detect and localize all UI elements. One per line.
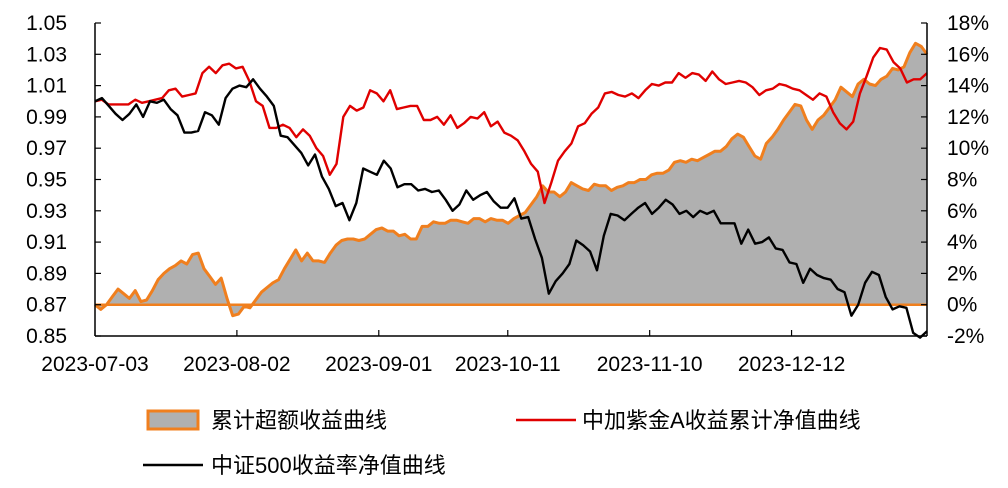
y-left-tick-label: 0.99 [26,106,67,129]
series-index-line [94,78,928,339]
series-excess-return-outline [94,41,929,318]
y-right-tick-label: 14% [947,75,989,98]
legend: 累计超额收益曲线 中加紫金A收益累计净值曲线 中证500收益率净值曲线 [143,408,861,478]
y-right-tick-label: 12% [947,106,989,129]
y-left-tick-label: 0.89 [26,262,67,285]
x-tick-label: 2023-09-01 [325,353,432,376]
y-right-tick-label: 2% [947,262,977,285]
y-right-tick-label: 0% [947,294,977,317]
y-left-tick-label: 1.01 [26,75,67,98]
y-left-tick-label: 0.85 [26,325,67,348]
legend-item-index: 中证500收益率净值曲线 [143,453,446,478]
legend-item-fund: 中加紫金A收益累计净值曲线 [516,408,861,433]
y-right-tick-label: 6% [947,200,977,223]
series-fund-line [94,46,928,205]
y-left-tick-label: 0.97 [26,137,67,160]
x-tick-label: 2023-08-02 [183,353,290,376]
x-tick-label: 2023-12-12 [738,353,845,376]
y-left-tick-label: 0.93 [26,200,67,223]
legend-label-area: 累计超额收益曲线 [211,408,387,433]
x-tick-label: 2023-10-11 [455,353,561,376]
y-left-tick-label: 1.05 [26,12,67,35]
axes: 1.05 1.03 1.01 0.99 0.97 0.95 0.93 0.91 0.89 0.87… [26,12,989,376]
y-right-tick-label: -2% [947,325,984,348]
legend-label-fund: 中加紫金A收益累计净值曲线 [582,408,861,433]
y-right-tick-label: 18% [947,12,989,35]
y-right-tick-label: 10% [947,137,989,160]
y-left-tick-label: 0.95 [26,169,67,192]
y-right-tick-label: 8% [947,169,977,192]
y-right-tick-label: 16% [947,43,989,66]
y-left-tick-label: 1.03 [26,43,67,66]
series-excess-return-area [95,43,927,316]
x-tick-label: 2023-07-03 [41,353,148,376]
y-right-tick-label: 4% [947,231,977,254]
legend-label-index: 中证500收益率净值曲线 [211,453,446,478]
legend-swatch-area [146,409,200,431]
y-left-tick-label: 0.91 [26,231,67,254]
y-left-tick-label: 0.87 [26,294,67,317]
plot-area [94,41,929,339]
legend-item-area: 累计超额收益曲线 [146,408,387,433]
x-tick-label: 2023-11-10 [597,353,703,376]
